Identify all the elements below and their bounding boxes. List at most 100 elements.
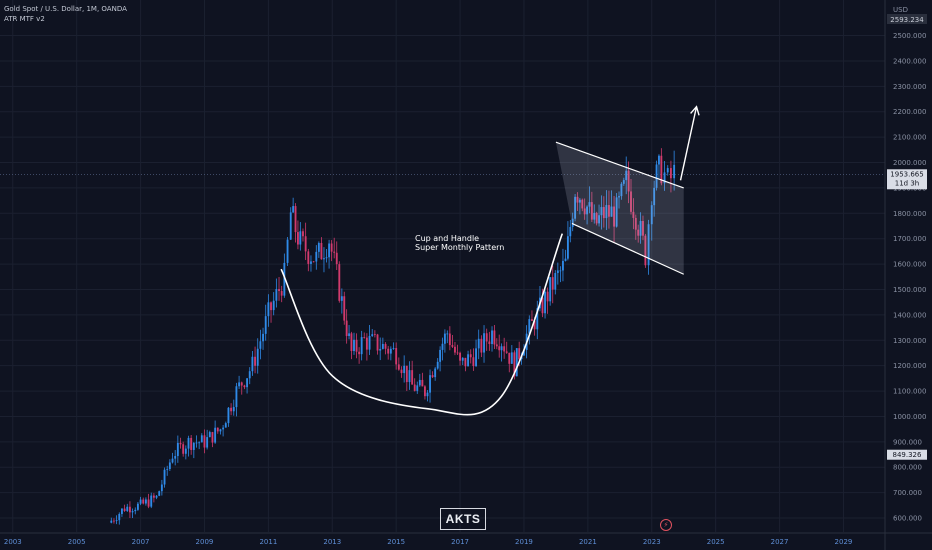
grid — [0, 0, 885, 532]
candle-body — [613, 206, 616, 227]
candle-body — [655, 164, 658, 188]
candle-body — [150, 495, 153, 507]
candle-body — [296, 232, 299, 245]
candle-body — [259, 341, 262, 349]
candle-body — [371, 334, 374, 336]
candle-body — [405, 365, 408, 383]
candle-body — [389, 348, 392, 354]
candle-body — [439, 349, 442, 362]
candle-body — [126, 506, 129, 511]
lower-readout: 849.326 — [893, 451, 922, 459]
candle-body — [413, 384, 416, 391]
time-tick-label: 2009 — [196, 538, 214, 546]
price-tick-label: 2500.000 — [893, 32, 926, 40]
price-tick-label: 1000.000 — [893, 413, 926, 421]
candle-body — [518, 348, 521, 360]
time-tick-label: 2013 — [323, 538, 341, 546]
candle-body — [350, 333, 353, 352]
candle-body — [379, 348, 382, 351]
candle-body — [533, 320, 536, 330]
candle-body — [588, 202, 591, 207]
candle-body — [590, 202, 593, 220]
candle-body — [243, 385, 246, 388]
candle-body — [304, 236, 307, 252]
symbol-title[interactable]: Gold Spot / U.S. Dollar, 1M, OANDA — [4, 5, 127, 13]
candle-body — [483, 333, 485, 353]
candle-body — [441, 343, 444, 350]
candle-body — [562, 260, 564, 271]
price-tick-label: 2400.000 — [893, 57, 926, 65]
candle-body — [666, 168, 669, 173]
candles — [110, 148, 676, 525]
candle-body — [429, 375, 431, 393]
candle-body — [224, 423, 227, 428]
candle-body — [121, 508, 123, 514]
candle-body — [246, 378, 249, 388]
candle-body — [345, 320, 348, 336]
candle-body — [464, 357, 467, 367]
price-axis[interactable]: 600.000 700.000 800.000 900.000 1000.000 1100… — [893, 32, 926, 522]
candle-body — [408, 370, 411, 383]
time-tick-label: 2003 — [4, 538, 22, 546]
time-axis[interactable]: 2003 2005 2007 2009 2011 2013 2015 2017 2019 2021… — [4, 538, 853, 546]
candle-body — [343, 296, 346, 321]
candle-body — [515, 348, 518, 377]
candle-body — [174, 456, 177, 459]
candle-body — [505, 351, 508, 353]
candle-body — [299, 231, 302, 245]
price-tick-label: 2300.000 — [893, 83, 926, 91]
candle-body — [536, 308, 539, 330]
time-tick-label: 2005 — [68, 538, 86, 546]
candle-body — [467, 354, 469, 367]
lower-readout-badge — [887, 449, 927, 460]
time-tick-label: 2025 — [707, 538, 725, 546]
candle-body — [637, 229, 640, 236]
candle-body — [456, 352, 459, 354]
candle-body — [131, 511, 134, 513]
candle-body — [168, 462, 171, 469]
currency-label: USD — [893, 6, 908, 14]
candle-body — [214, 427, 217, 443]
candle-body — [627, 170, 630, 192]
countdown-label: 11d 3h — [895, 179, 919, 187]
candle-body — [448, 333, 451, 346]
candle-body — [581, 199, 584, 209]
candle-body — [275, 289, 278, 301]
candle-body — [549, 277, 552, 302]
candle-body — [115, 520, 118, 521]
candle-body — [211, 432, 214, 443]
candle-body — [187, 437, 190, 449]
candle-body — [461, 357, 464, 361]
candle-body — [166, 469, 169, 470]
candle-body — [278, 289, 280, 292]
time-tick-label: 2007 — [132, 538, 150, 546]
candle-body — [373, 334, 376, 336]
candle-body — [142, 499, 145, 504]
candle-body — [184, 448, 187, 454]
candle-body — [128, 506, 131, 513]
price-tick-label: 2100.000 — [893, 134, 926, 142]
indicator-name[interactable]: ATR MTF v2 — [4, 15, 45, 23]
candle-body — [403, 365, 406, 374]
candle-body — [544, 291, 546, 314]
time-tick-label: 2019 — [515, 538, 533, 546]
candle-body — [355, 339, 358, 352]
candle-body — [219, 429, 222, 432]
drawings — [280, 105, 700, 416]
lightning-icon[interactable]: ⚡ — [660, 519, 672, 531]
candle-body — [144, 499, 147, 504]
candle-body — [110, 520, 113, 523]
candle-body — [392, 348, 395, 349]
candle-body — [513, 352, 516, 377]
candle-body — [134, 509, 137, 512]
candle-body — [163, 469, 166, 485]
top-readout-badge — [887, 14, 927, 24]
candle-body — [673, 164, 676, 179]
candle-body — [123, 508, 126, 511]
candle-body — [264, 316, 267, 334]
chart-legend[interactable]: Gold Spot / U.S. Dollar, 1M, OANDA ATR M… — [4, 4, 127, 24]
candle-body — [508, 352, 511, 364]
candle-body — [670, 168, 672, 179]
candle-body — [569, 226, 572, 237]
